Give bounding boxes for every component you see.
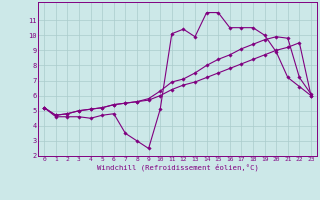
X-axis label: Windchill (Refroidissement éolien,°C): Windchill (Refroidissement éolien,°C) — [97, 164, 259, 171]
